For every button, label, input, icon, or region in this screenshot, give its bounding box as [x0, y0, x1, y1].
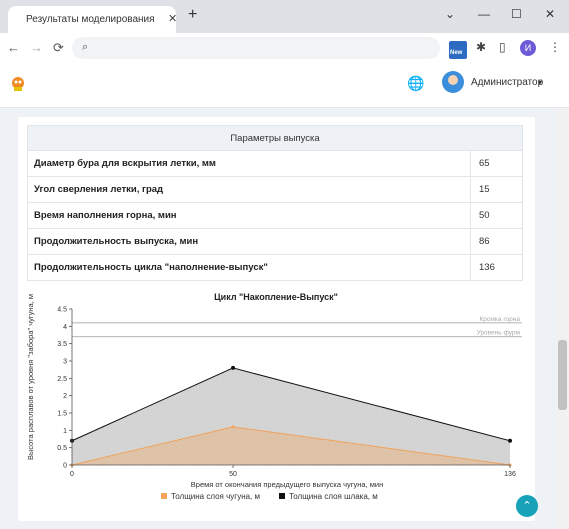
y-axis-label: Высота расплавов от уровня "забора" чугу… [26, 294, 35, 460]
slag-point [231, 365, 236, 370]
param-label: Продолжительность цикла "наполнение-выпу… [27, 254, 471, 281]
x-axis-label: Время от окончания предыдущего выпуска ч… [191, 480, 383, 489]
cycle-chart: Цикл "Накопление-Выпуск" Кромка горна Уро… [26, 292, 522, 501]
profile-avatar[interactable]: И [520, 40, 536, 56]
params-table: Параметры выпуска Диаметр бура для вскры… [27, 125, 523, 281]
param-label: Время наполнения горна, мин [27, 202, 471, 229]
app-header: 🌐 Администратор ▾ [0, 63, 569, 108]
y-tick-label: 4.5 [57, 307, 67, 314]
param-value: 86 [470, 228, 523, 255]
param-label: Диаметр бура для вскрытия летки, мм [27, 150, 471, 177]
param-value: 50 [470, 202, 523, 229]
extensions-icon[interactable]: ✱ [476, 40, 487, 54]
maximize-button[interactable]: ☐ [511, 7, 522, 21]
language-globe-icon[interactable]: 🌐 [407, 75, 425, 91]
chevron-down-icon[interactable]: ▾ [538, 78, 543, 87]
y-tick-label: 2.5 [57, 376, 67, 383]
chart-title: Цикл "Накопление-Выпуск" [214, 292, 338, 302]
address-bar[interactable]: ⌕ [72, 37, 440, 59]
table-row: Время наполнения горна, мин 50 [27, 202, 523, 229]
extension-new-icon[interactable]: New [449, 41, 467, 59]
tab-search-icon[interactable]: ⌄ [445, 7, 456, 21]
param-value: 136 [470, 254, 523, 281]
iron-area [72, 426, 510, 465]
y-tick-label: 1 [63, 428, 67, 435]
tab-close-icon[interactable]: ✕ [168, 13, 178, 25]
x-tick-label: 136 [504, 471, 516, 478]
table-row: Диаметр бура для вскрытия летки, мм 65 [27, 150, 523, 177]
user-avatar[interactable] [442, 71, 464, 93]
y-tick-label: 0 [63, 463, 67, 470]
browser-tab[interactable]: Результаты моделирования - Е ✕ [8, 6, 178, 33]
new-tab-button[interactable]: + [188, 6, 198, 23]
back-button[interactable]: ← [7, 40, 20, 55]
tab-title: Результаты моделирования - Е [26, 14, 158, 25]
param-label: Угол сверления летки, град [27, 176, 471, 203]
browser-toolbar: ← → ⟳ ⌕ ✱ ▯ ⋮ [0, 33, 569, 63]
legend-label: Толщина слоя чугуна, м [171, 492, 260, 501]
legend-label: Толщина слоя шлака, м [289, 492, 378, 501]
x-tick-label: 50 [229, 471, 237, 478]
param-value: 65 [470, 150, 523, 177]
user-menu-name[interactable]: Администратор [471, 77, 544, 88]
y-tick-label: 4 [63, 324, 67, 331]
minimize-button[interactable]: — [478, 7, 490, 21]
reload-button[interactable]: ⟳ [53, 40, 64, 55]
param-value: 15 [470, 176, 523, 203]
scrollbar-thumb[interactable] [558, 340, 567, 410]
scrollbar[interactable] [556, 108, 569, 529]
browser-menu-icon[interactable]: ⋮ [549, 40, 561, 54]
x-tick-label: 0 [70, 471, 74, 478]
y-tick-label: 3.5 [57, 341, 67, 348]
params-table-header: Параметры выпуска [27, 125, 523, 151]
iron-point [231, 425, 235, 429]
close-window-button[interactable]: ✕ [545, 7, 556, 21]
chart-areas [70, 365, 512, 467]
y-tick-label: 2 [63, 393, 67, 400]
y-tick-label: 1.5 [57, 411, 67, 418]
slag-point [508, 438, 512, 443]
reference-line-label: Кромка горна [479, 316, 520, 323]
param-label: Продолжительность выпуска, мин [27, 228, 471, 255]
scroll-to-top-button[interactable]: ⌃ [516, 495, 538, 517]
forward-button[interactable]: → [30, 40, 43, 55]
y-tick-label: 0.5 [57, 445, 67, 452]
slag-area [72, 367, 510, 465]
reference-line-label: Уровень фурм [477, 330, 521, 337]
table-row: Угол сверления летки, град 15 [27, 176, 523, 203]
chart-axes: 0 0.5 1 1.5 2 2.5 3 3.5 4 4.5 0 50 136 [57, 307, 516, 479]
app-logo[interactable] [9, 75, 27, 93]
y-tick-label: 3 [63, 359, 67, 366]
browser-tab-bar: Результаты моделирования - Е ✕ + ⌄ — ☐ ✕ [0, 0, 569, 33]
table-row: Продолжительность выпуска, мин 86 [27, 228, 523, 255]
reference-lines: Кромка горна Уровень фурм [72, 316, 522, 338]
legend-swatch [161, 493, 167, 499]
legend-swatch [279, 493, 285, 499]
side-panel-icon[interactable]: ▯ [499, 40, 506, 54]
chart-legend: Толщина слоя чугуна, м Толщина слоя шлака… [161, 492, 378, 501]
table-row: Продолжительность цикла "наполнение-выпу… [27, 254, 523, 281]
search-icon: ⌕ [82, 41, 89, 53]
